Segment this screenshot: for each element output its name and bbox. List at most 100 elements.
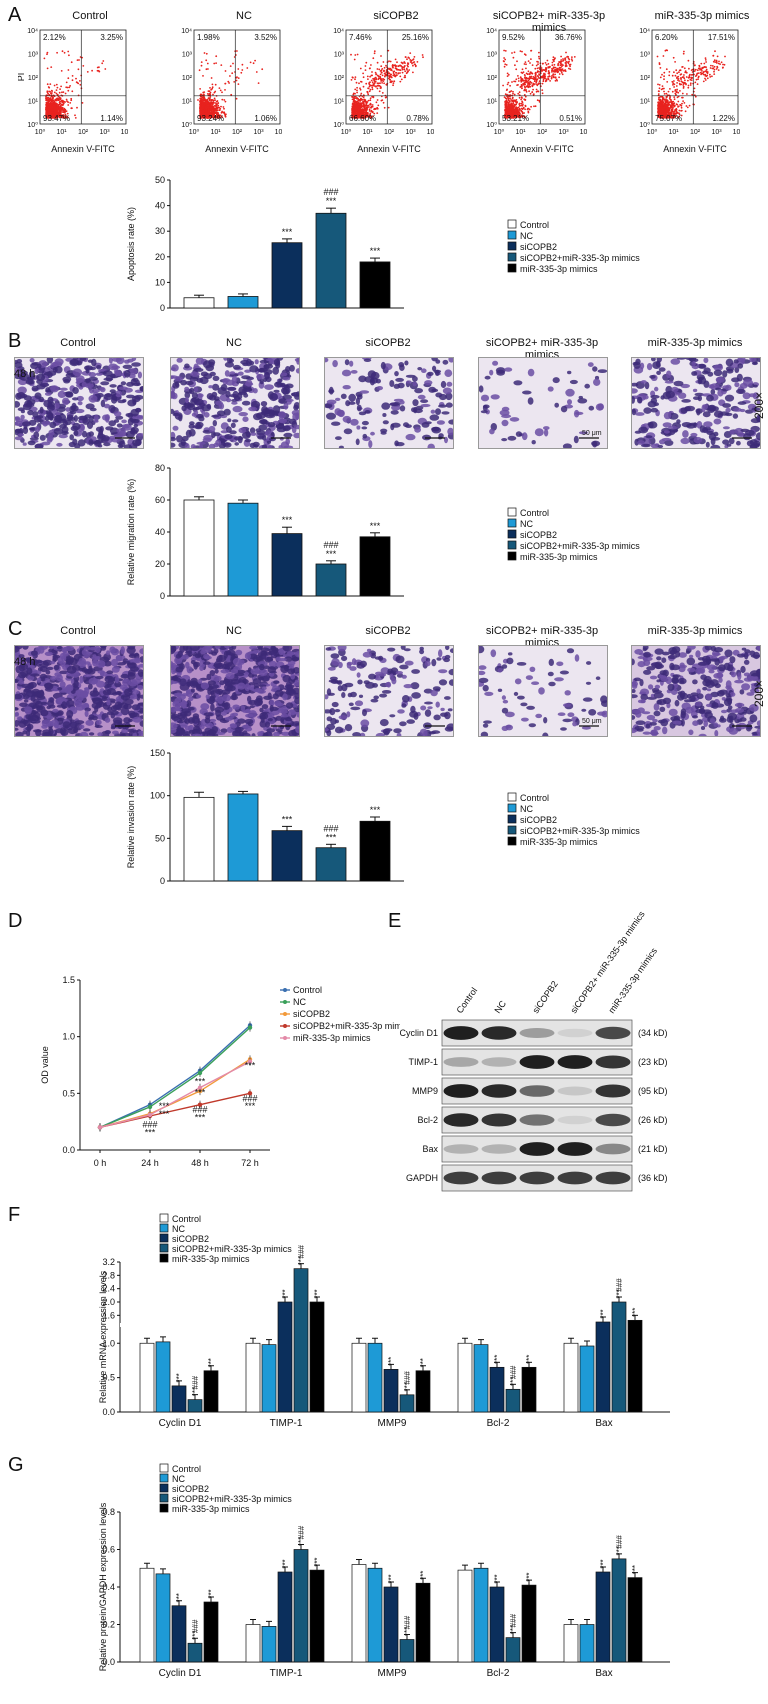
flow-dot (65, 86, 68, 89)
flow-dot (219, 89, 222, 92)
flow-dot (560, 59, 563, 61)
flow-dot (373, 50, 376, 53)
flow-dot (211, 103, 214, 106)
flow-dot (529, 71, 532, 73)
flow-dot (510, 90, 513, 92)
flow-dot (68, 54, 70, 57)
flow-dot (524, 95, 527, 98)
flow-dot (360, 97, 362, 100)
flow-dot (547, 77, 550, 80)
y-tick-label: 0.5 (62, 1088, 75, 1098)
flow-dot (76, 59, 79, 61)
quadrant-ur-value: 25.16% (402, 33, 429, 42)
flow-dot (524, 81, 526, 84)
y-tick-label: 40 (155, 527, 165, 537)
y-tick-label: 10⁴ (27, 28, 38, 35)
significance-mark: *** (403, 1382, 412, 1391)
flow-dot (56, 86, 59, 89)
flow-dot (529, 92, 532, 95)
flow-dot (385, 71, 388, 74)
significance-mark: *** (509, 1625, 518, 1634)
x-axis-label: Annexin V-FITC (510, 144, 574, 154)
flow-dot (354, 76, 357, 78)
legend-label: Control (172, 1214, 201, 1224)
flow-dot (352, 115, 354, 118)
flow-dot (354, 97, 357, 99)
significance-mark: ### (323, 540, 338, 550)
flow-dot (377, 104, 380, 107)
flow-dot (527, 83, 529, 86)
flow-dot (381, 82, 383, 84)
flow-dot (689, 82, 692, 85)
flow-dot (677, 106, 679, 108)
flow-dot (65, 81, 68, 84)
flow-dot (214, 102, 216, 104)
flow-dot (74, 114, 76, 117)
flow-dot (43, 57, 46, 60)
flow-dot (351, 105, 354, 108)
significance-mark: *** (297, 1256, 306, 1265)
flow-dot (68, 86, 71, 89)
flow-dot (205, 109, 208, 112)
flow-dot (528, 90, 530, 93)
flow-dot (363, 105, 366, 108)
bar (595, 1321, 611, 1413)
flow-dot (532, 93, 535, 96)
legend-marker (283, 1024, 287, 1028)
flow-dot (705, 61, 707, 63)
series-line (99, 1027, 251, 1128)
legend-swatch (507, 241, 517, 251)
flow-dot (523, 112, 525, 114)
flow-dot (82, 65, 85, 67)
flow-dot (528, 82, 531, 84)
flow-dot (520, 77, 523, 80)
bar (183, 297, 215, 309)
flow-dot (231, 72, 234, 75)
flow-dot (518, 116, 520, 119)
flow-dot (521, 97, 523, 99)
flow-dot (663, 93, 666, 95)
category-label: Bax (595, 1668, 612, 1679)
flow-dot (545, 78, 548, 81)
flow-dot (55, 89, 58, 91)
flow-dot (361, 109, 364, 112)
bar (203, 1370, 219, 1413)
y-tick-label: 150 (150, 748, 165, 758)
flow-dot (362, 117, 364, 119)
y-tick-label: 40 (155, 201, 165, 211)
flow-dot (548, 71, 550, 74)
flow-dot (504, 109, 507, 111)
flow-dot (409, 61, 412, 63)
flow-dot (362, 115, 365, 118)
flow-dot (206, 104, 209, 107)
flow-dot (47, 108, 50, 111)
flow-dot (522, 115, 525, 118)
flow-dot (382, 61, 385, 63)
flow-plot: 9.52% 36.76%53.21% 0.51%10⁰10⁰10¹10¹10²10²… (486, 28, 587, 154)
flow-dot (357, 98, 359, 100)
flow-dot (538, 57, 541, 60)
protein-band (443, 1057, 479, 1067)
data-point (247, 1091, 253, 1096)
significance-mark: *** (195, 1113, 206, 1123)
flow-dot (687, 79, 689, 82)
data-point (97, 1125, 103, 1130)
flow-dot (566, 55, 569, 58)
legend-swatch (159, 1483, 169, 1493)
flow-dot (668, 116, 670, 119)
x-tick-label: 0 h (94, 1158, 107, 1168)
flow-dot (545, 68, 548, 71)
flow-dot (69, 85, 71, 87)
y-tick-label: 10³ (334, 52, 345, 59)
flow-dot (509, 97, 511, 100)
flow-dot (711, 75, 713, 78)
flow-dot (507, 73, 510, 76)
flow-dot (530, 75, 533, 78)
flow-dot (209, 117, 211, 119)
flow-dot (717, 62, 720, 65)
x-tick-label: 10³ (99, 129, 110, 136)
flow-dot (66, 116, 69, 119)
flow-plot-frame (345, 29, 433, 125)
flow-dot (365, 109, 368, 112)
y-tick-label: 10³ (487, 52, 498, 59)
